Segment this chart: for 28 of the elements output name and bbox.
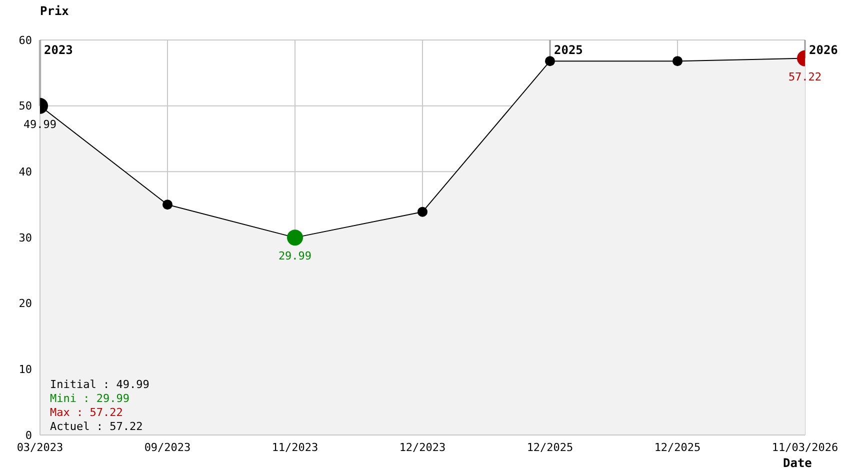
annotation: Actuel : 57.22 (50, 420, 144, 434)
y-axis-title: Prix (40, 4, 69, 18)
y-tick-label: 10 (18, 363, 32, 376)
y-tick-label: 20 (18, 297, 32, 310)
x-tick-label: 11/03/2026 (772, 440, 838, 454)
point (418, 206, 428, 217)
x-tick-label: 12/2025 (526, 440, 574, 454)
y-tick-label: 0 (25, 428, 32, 442)
y-tick-label: 60 (18, 34, 32, 47)
x-tick-label: 11/2023 (272, 440, 318, 454)
data-label: 49.99 (23, 118, 57, 131)
ref-line-label: 2025 (554, 43, 583, 57)
data-label: 29.99 (278, 250, 312, 263)
x-tick-label: 09/2023 (144, 440, 191, 454)
point (545, 56, 555, 66)
annotation: Max : 57.22 (50, 406, 124, 420)
y-tick-label: 40 (18, 166, 32, 179)
data-label: 57.22 (788, 70, 822, 84)
ref-line-label: 2026 (809, 43, 838, 57)
x-tick-label: 03/2023 (16, 440, 64, 454)
x-tick-label: 12/2023 (399, 440, 446, 454)
x-axis-title: Date (783, 456, 812, 470)
annotation: Initial : 49.99 (50, 378, 150, 392)
ref-line-label: 2023 (44, 43, 73, 57)
x-tick-label: 12/2025 (654, 440, 701, 454)
annotation: Mini : 29.99 (50, 392, 130, 406)
y-tick-label: 30 (18, 231, 32, 244)
y-tick-label: 50 (18, 100, 32, 113)
